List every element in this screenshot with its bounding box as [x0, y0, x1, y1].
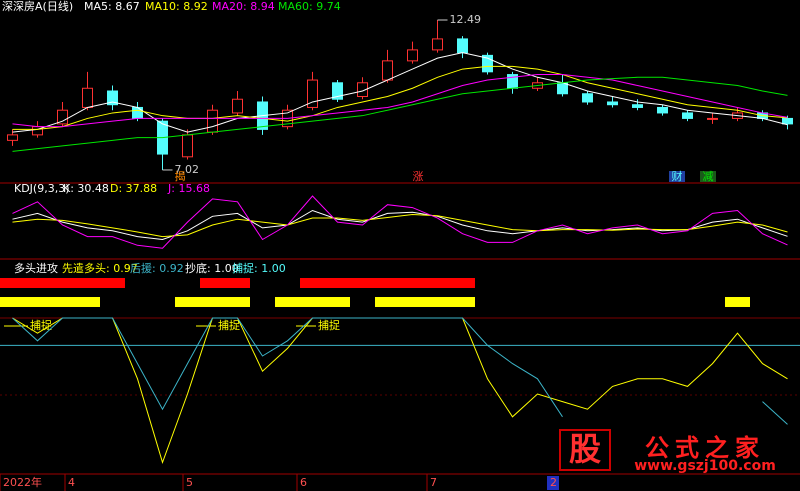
signal-bar [75, 297, 100, 307]
signal-bar [375, 278, 400, 288]
series-line [12, 76, 788, 152]
logo-box [559, 429, 611, 471]
marker: 涨 [413, 170, 424, 183]
candle-body [57, 109, 68, 125]
signal-bar [725, 297, 750, 307]
signal-bar [325, 278, 350, 288]
candle-body [682, 112, 693, 119]
candle-body [457, 38, 468, 54]
candle-body [357, 82, 368, 97]
signal-bar [450, 297, 475, 307]
signal-bar [0, 278, 25, 288]
series-line [12, 74, 788, 128]
candle-body [132, 106, 143, 119]
panel-title: KDJ(9,3,3) [14, 182, 70, 195]
series-line [12, 317, 788, 425]
candle-body [582, 93, 593, 103]
signal-bar [375, 297, 400, 307]
legend-entry: J: 15.68 [167, 182, 210, 195]
signal-label: 捕捉 [318, 318, 340, 332]
series-line [12, 195, 788, 249]
signal-bar [225, 297, 250, 307]
legend-entry: 捕捉: 1.00 [232, 261, 286, 275]
signal-bar [0, 297, 25, 307]
signal-bar [100, 278, 125, 288]
chart-title: 深深房A(日线) [2, 0, 73, 13]
legend-entry: MA10: 8.92 [145, 0, 208, 13]
logo: 股 [569, 430, 601, 468]
candle-body [782, 117, 793, 125]
signal-bar [200, 278, 225, 288]
candle-body [307, 79, 318, 108]
legend-entry: K: 30.48 [63, 182, 109, 195]
series-line [12, 209, 788, 241]
x-tick-label: 2 [550, 476, 557, 489]
candle-body [607, 101, 618, 106]
x-tick-label: 6 [300, 476, 307, 489]
legend-entry: 抄底: 1.00 [185, 261, 239, 275]
candle-body [82, 87, 93, 108]
marker: 减 [703, 170, 714, 183]
legend-entry: 后援: 0.92 [130, 261, 184, 275]
low-label: 7.02 [175, 163, 200, 176]
signal-label: 捕捉 [218, 318, 240, 332]
signal-bar [175, 297, 200, 307]
marker-box [669, 171, 685, 182]
candle-body [482, 54, 493, 73]
marker: 揭 [175, 169, 186, 183]
marker-box [700, 171, 716, 182]
high-label: 12.49 [450, 13, 482, 26]
x-tick-label: 5 [186, 476, 193, 489]
candle-body [432, 38, 443, 51]
candle-body [407, 49, 418, 62]
candle-body [707, 117, 718, 120]
legend-entry: MA5: 8.67 [84, 0, 140, 13]
x-tick-label: 4 [68, 476, 75, 489]
candle-body [182, 134, 193, 158]
x-tick-label: 7 [430, 476, 437, 489]
candle-body [107, 90, 118, 106]
signal-label: 捕捉 [30, 318, 52, 332]
signal-bar [25, 278, 50, 288]
signal-bar [425, 297, 450, 307]
candle-body [7, 134, 18, 141]
candle-body [232, 98, 243, 114]
signal-bar [75, 278, 100, 288]
signal-bar [50, 297, 75, 307]
signal-bar [400, 297, 425, 307]
series-line [12, 65, 788, 130]
signal-bar [425, 278, 450, 288]
legend-entry: D: 37.88 [110, 182, 157, 195]
signal-bar [25, 297, 50, 307]
candle-body [657, 106, 668, 114]
candle-body [382, 60, 393, 81]
signal-bar [300, 297, 325, 307]
signal-bar [325, 297, 350, 307]
signal-bar [50, 278, 75, 288]
signal-bar [300, 278, 325, 288]
legend-entry: MA20: 8.94 [212, 0, 275, 13]
legend-entry: MA60: 9.74 [278, 0, 341, 13]
x-tick-label: 2022年 [3, 475, 42, 489]
series-line [12, 214, 788, 238]
candle-body [632, 104, 643, 108]
candle-body [207, 109, 218, 133]
marker: 财 [672, 169, 683, 183]
signal-bar [400, 278, 425, 288]
candle-body [332, 82, 343, 100]
watermark-url: www.gszj100.com [634, 458, 776, 474]
signal-bar [350, 278, 375, 288]
x-label-box [547, 476, 559, 490]
series-line [12, 52, 788, 133]
watermark-name: 公式之家 [645, 434, 765, 462]
signal-bar [450, 278, 475, 288]
panel-title: 多头进攻 [14, 261, 58, 275]
signal-bar [275, 297, 300, 307]
legend-entry: 先遣多头: 0.97 [62, 261, 138, 275]
signal-bar [200, 297, 225, 307]
signal-bar [225, 278, 250, 288]
